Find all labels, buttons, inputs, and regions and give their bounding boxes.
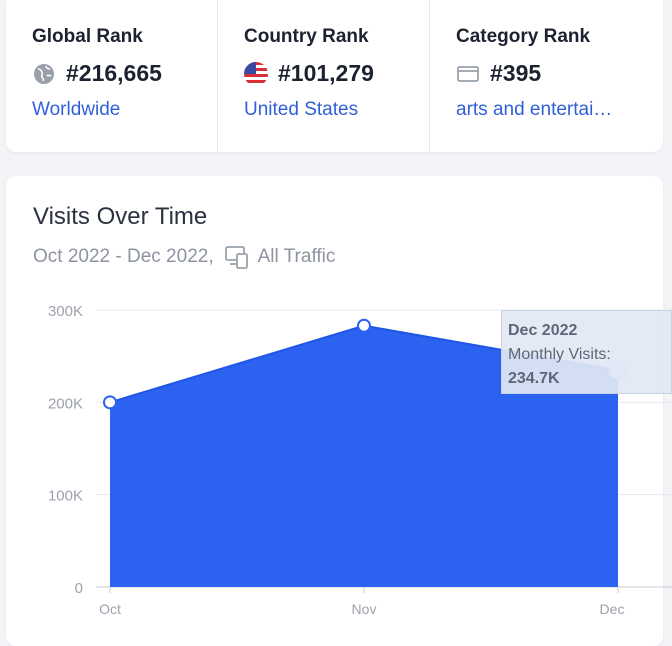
global-rank-value: #216,665 xyxy=(66,60,162,86)
global-rank-value-row: #216,665 xyxy=(32,60,217,87)
globe-icon xyxy=(32,62,56,86)
category-rank-value: #395 xyxy=(490,60,542,86)
global-rank-title: Global Rank xyxy=(32,26,143,47)
data-point xyxy=(357,318,371,333)
y-tick-label: 0 xyxy=(75,580,83,597)
date-range: Oct 2022 - Dec 2022, xyxy=(33,246,214,267)
y-tick-label: 100K xyxy=(48,488,83,505)
us-flag-icon xyxy=(244,61,268,86)
country-rank-value-row: #101,279 xyxy=(244,60,429,87)
country-rank-title: Country Rank xyxy=(244,26,369,47)
rank-card: Global Rank #216,665 Worldwide Country R… xyxy=(6,0,663,152)
data-point xyxy=(103,395,117,410)
category-rank-title: Category Rank xyxy=(456,26,591,47)
tooltip-date: Dec 2022 xyxy=(508,322,578,339)
x-tick-label: Oct xyxy=(99,601,121,617)
devices-icon xyxy=(224,244,250,270)
category-icon xyxy=(456,62,480,86)
tooltip-label: Monthly Visits: xyxy=(508,346,611,363)
visits-subtitle: Oct 2022 - Dec 2022, All Traffic xyxy=(33,244,335,270)
traffic-filter[interactable]: All Traffic xyxy=(257,246,336,267)
chart-tooltip: Dec 2022 Monthly Visits: 234.7K xyxy=(501,310,672,394)
country-rank: Country Rank #101,279 United States xyxy=(218,0,430,152)
visits-title: Visits Over Time xyxy=(33,203,208,230)
visits-area xyxy=(110,325,618,587)
y-tick-label: 300K xyxy=(48,303,83,320)
category-rank: Category Rank #395 arts and entertai… xyxy=(430,0,642,152)
y-tick-label: 200K xyxy=(48,395,83,412)
x-tick-label: Dec xyxy=(600,601,625,617)
global-rank: Global Rank #216,665 Worldwide xyxy=(6,0,218,152)
country-rank-value: #101,279 xyxy=(278,60,374,86)
tooltip-value: 234.7K xyxy=(508,370,560,387)
category-rank-value-row: #395 xyxy=(456,60,642,87)
x-tick-label: Nov xyxy=(352,601,377,617)
